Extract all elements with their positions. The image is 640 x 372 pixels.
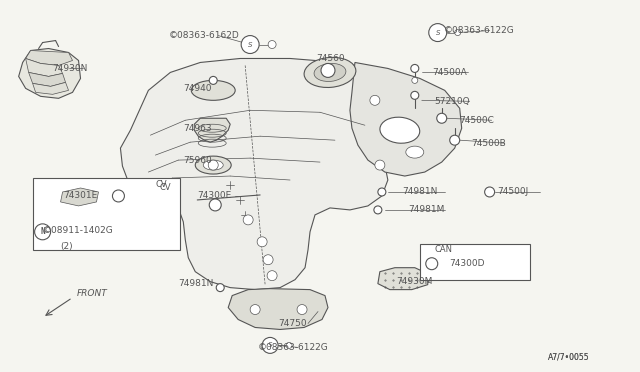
Circle shape [412,77,418,83]
Text: CV: CV [159,183,171,192]
Polygon shape [350,62,461,176]
Text: 74500C: 74500C [460,116,495,125]
Text: 74750: 74750 [278,319,307,328]
Polygon shape [378,268,428,290]
Text: 74981M: 74981M [408,205,444,214]
Bar [33,178,180,250]
Circle shape [243,215,253,225]
Circle shape [411,92,419,99]
Circle shape [321,64,335,77]
Text: 74940: 74940 [183,84,212,93]
Polygon shape [120,58,395,290]
Text: S: S [248,42,252,48]
Text: A7/7•0055: A7/7•0055 [547,353,589,362]
Circle shape [216,283,224,292]
Text: 57210Q: 57210Q [435,97,470,106]
Circle shape [263,255,273,265]
Text: 74300D: 74300D [450,259,485,268]
Polygon shape [26,51,72,65]
Text: 74500B: 74500B [472,139,506,148]
Circle shape [426,258,438,270]
Ellipse shape [304,57,356,87]
Polygon shape [19,48,81,98]
Text: ©08363-6122G: ©08363-6122G [258,343,329,352]
Ellipse shape [380,117,420,143]
Circle shape [375,160,385,170]
Circle shape [113,190,124,202]
Circle shape [436,113,447,123]
Text: 74981N: 74981N [179,279,214,288]
Text: N: N [40,227,45,236]
Text: 74930M: 74930M [396,277,432,286]
Text: 74500A: 74500A [432,68,467,77]
Text: (2): (2) [61,242,73,251]
Circle shape [241,36,259,54]
Circle shape [209,199,221,211]
Polygon shape [195,118,230,142]
Circle shape [209,76,217,84]
Ellipse shape [406,146,424,158]
Text: CAN: CAN [435,245,452,254]
Polygon shape [29,73,65,86]
Circle shape [429,23,447,42]
Circle shape [262,337,278,353]
Circle shape [208,160,218,170]
Text: A7/7•0055: A7/7•0055 [547,353,589,362]
Text: 74963: 74963 [183,124,212,133]
Text: ©08363-6162D: ©08363-6162D [168,31,239,40]
Circle shape [378,188,386,196]
Polygon shape [228,289,328,330]
Circle shape [411,64,419,73]
Text: 74301E: 74301E [63,192,98,201]
Circle shape [257,237,267,247]
Text: FRONT: FRONT [77,289,108,298]
Text: CV: CV [156,180,167,189]
Polygon shape [61,188,99,206]
Polygon shape [26,58,63,76]
Circle shape [370,95,380,105]
Circle shape [484,187,495,197]
Circle shape [286,342,292,349]
Ellipse shape [191,80,235,100]
Text: ©08911-1402G: ©08911-1402G [43,226,113,235]
Text: S: S [435,30,440,36]
Ellipse shape [204,160,223,170]
Ellipse shape [195,156,231,174]
Text: 74500J: 74500J [498,187,529,196]
Text: S: S [268,342,273,349]
Circle shape [250,305,260,314]
Circle shape [267,271,277,280]
Circle shape [450,135,460,145]
Circle shape [35,224,51,240]
Ellipse shape [314,63,346,81]
Text: ©08363-6122G: ©08363-6122G [444,26,515,35]
Circle shape [297,305,307,314]
Text: 74300E: 74300E [197,192,232,201]
Circle shape [268,41,276,48]
Bar [420,244,529,280]
Circle shape [454,30,461,36]
Text: 74930N: 74930N [52,64,88,73]
Text: 75960: 75960 [183,155,212,164]
Circle shape [374,206,382,214]
Text: 74981N: 74981N [402,187,437,196]
Polygon shape [33,82,68,94]
Text: 74560: 74560 [316,54,344,63]
